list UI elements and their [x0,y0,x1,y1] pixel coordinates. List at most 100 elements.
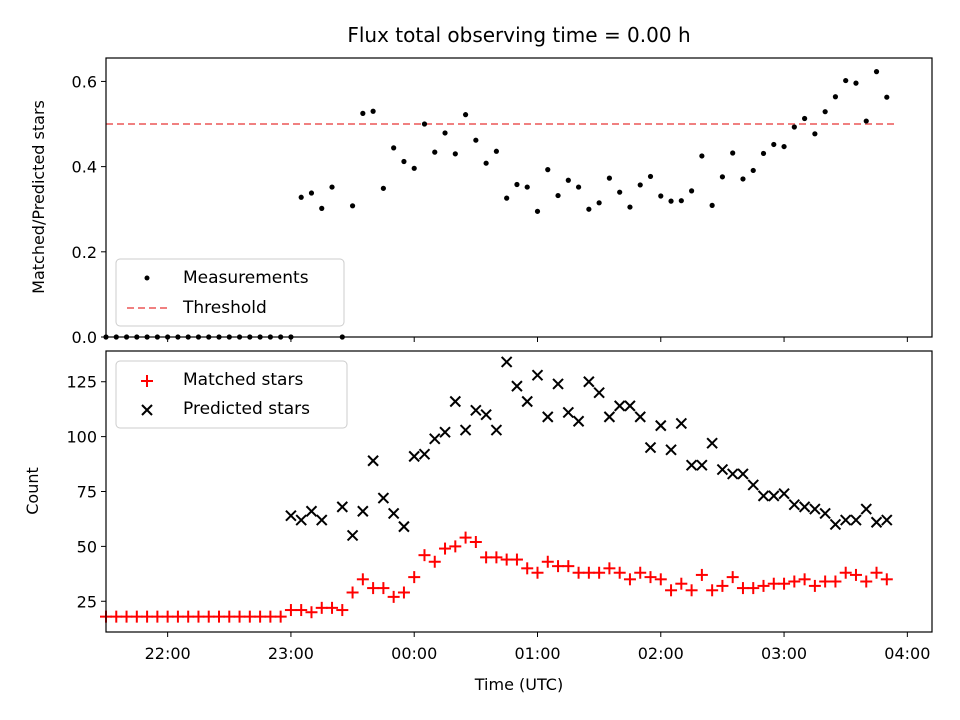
measurement-point [730,150,736,156]
predicted-star-point [860,503,872,515]
predicted-star-point [295,514,307,526]
measurement-point [421,121,428,127]
matched-star-point [182,610,195,623]
matched-star-point [839,566,852,579]
measurement-point [370,108,376,114]
matched-star-point [510,553,523,566]
matched-star-point [377,582,390,595]
predicted-star-point [470,404,482,416]
predicted-star-point [603,411,616,423]
predicted-star-point [870,516,883,528]
matched-star-point [130,610,143,623]
matched-star-point [788,575,801,588]
predicted-star-point [788,498,801,511]
measurement-point [719,174,726,180]
matched-star-point [757,579,770,592]
matched-star-point [171,610,184,623]
matched-star-point [356,573,369,586]
measurement-point [699,153,705,159]
measurement-point [452,151,458,157]
predicted-star-point [655,419,667,432]
y-tick-label: 0.6 [72,72,97,91]
matched-star-point [726,571,739,584]
measurement-point [462,112,469,118]
predicted-star-point [624,400,636,412]
bottom-axes-frame [105,350,933,633]
matched-star-point [562,560,575,573]
matched-star-point [880,573,893,586]
matched-star-point [110,610,123,623]
predicted-star-point [839,514,852,526]
predicted-star-point [881,514,893,526]
matched-star-point [552,560,565,573]
matched-star-point [644,571,657,584]
predicted-star-point [644,441,657,454]
measurement-point [380,185,386,191]
matched-star-point [213,610,226,623]
bottom-y-axis-label: Count [23,467,42,515]
predicted-star-point [685,459,698,471]
measurement-point [555,192,561,199]
predicted-star-point [336,501,349,513]
predicted-star-point [531,369,544,381]
matched-star-point [161,610,174,623]
predicted-star-point [583,376,595,388]
matched-star-point [819,575,832,588]
legend-measurements-label: Measurements [183,268,309,288]
bottom-plot-marks [100,356,893,623]
matched-star-point [202,610,215,623]
matched-star-point [634,566,647,579]
legend-matched-label: Matched stars [183,370,303,390]
top-axes-frame [105,57,933,338]
measurement-point [637,182,643,188]
predicted-star-point [459,424,472,436]
matched-star-point [397,586,410,599]
matched-star-point [233,610,246,623]
matched-star-point [326,601,339,614]
predicted-star-point [593,387,605,399]
x-tick-label: 23:00 [268,644,314,663]
matched-star-point [572,566,585,579]
top-axis-ticks: 0.0 0.2 0.4 0.6 [72,72,908,347]
predicted-star-point [367,455,379,467]
measurement-point [575,184,582,190]
predicted-star-point [706,437,718,449]
top-panel: 0.0 0.2 0.4 0.6 Measurements Threshold [72,57,933,347]
matched-star-point [408,571,421,584]
measurement-point [308,190,315,196]
predicted-star-point [850,514,862,526]
legend-matched-marker [141,375,153,387]
predicted-star-point [829,518,842,531]
bottom-legend-box [115,360,348,429]
measurement-point [606,175,613,181]
matched-star-point [654,573,667,586]
bottom-axis-ticks: 25 50 75 100 125 22:00 23:00 00:00 01:00 02:00 03:… [66,373,930,663]
predicted-star-point [387,507,400,520]
matched-star-point [428,555,441,568]
predicted-star-point [737,468,749,480]
matched-star-point [613,566,626,579]
measurement-point [319,205,325,211]
measurement-point [802,115,808,122]
y-tick-label: 75 [77,483,97,502]
measurement-point [514,181,520,188]
measurement-point [360,110,366,116]
measurement-point [565,177,571,183]
measurement-point [586,206,592,212]
measurement-point [668,198,674,204]
matched-star-point [449,540,462,553]
matched-star-point [151,610,164,623]
predicted-star-point [542,411,554,423]
measurement-point [545,167,551,173]
measurement-point [391,145,397,151]
measurement-point [688,188,695,194]
top-y-axis-label: Matched/Predicted stars [29,100,48,294]
matched-star-point [531,566,544,579]
x-tick-label: 00:00 [391,644,437,663]
predicted-star-point [675,417,688,430]
matched-star-point [346,586,359,599]
matched-star-point [521,562,534,575]
matched-star-point [603,562,616,575]
y-tick-label: 0.0 [72,328,97,347]
predicted-star-point [511,380,523,392]
